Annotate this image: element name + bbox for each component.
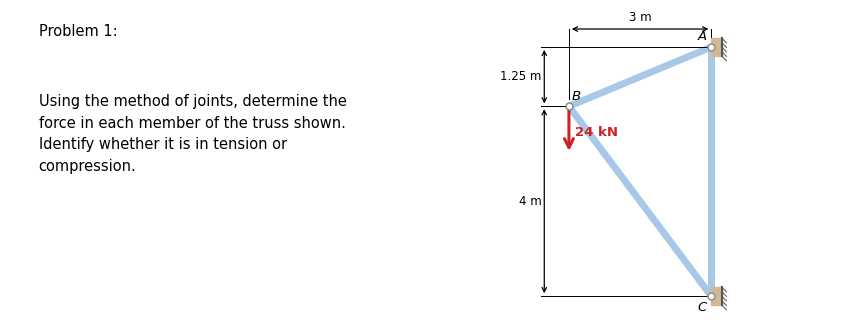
- Bar: [711, 38, 722, 56]
- Text: Problem 1:: Problem 1:: [39, 24, 117, 39]
- Text: A: A: [698, 30, 706, 43]
- Text: C: C: [698, 301, 706, 314]
- Bar: [711, 287, 722, 305]
- Text: 4 m: 4 m: [519, 195, 542, 208]
- Text: B: B: [572, 90, 581, 103]
- Text: 24 kN: 24 kN: [574, 126, 618, 139]
- Text: 3 m: 3 m: [629, 11, 651, 24]
- Text: Using the method of joints, determine the
force in each member of the truss show: Using the method of joints, determine th…: [39, 94, 347, 174]
- Text: 1.25 m: 1.25 m: [500, 70, 542, 83]
